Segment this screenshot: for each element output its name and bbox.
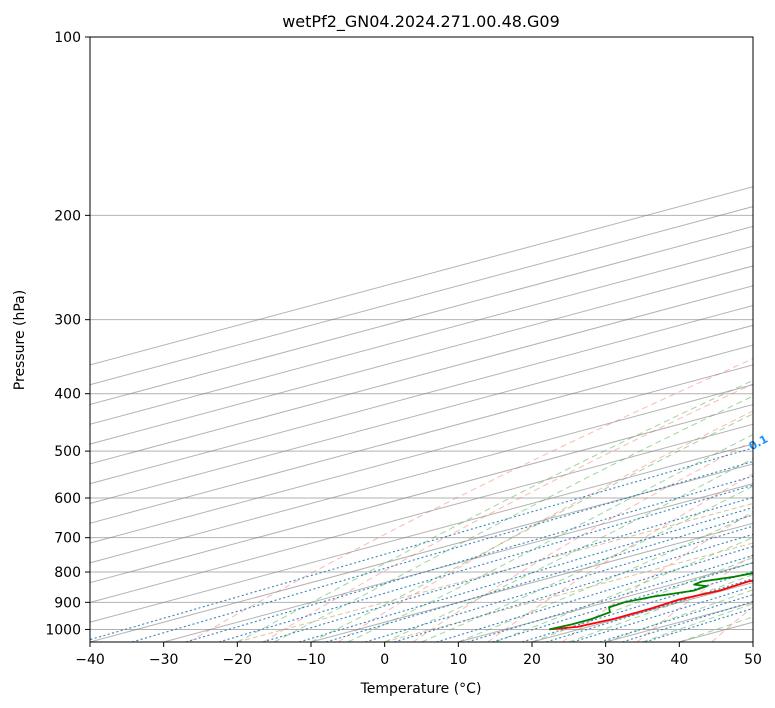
isotherm bbox=[90, 364, 753, 544]
x-tick-label: 30 bbox=[597, 652, 615, 668]
x-tick-label: −20 bbox=[223, 652, 253, 668]
y-tick-label: 300 bbox=[54, 313, 81, 329]
dewpoint-profile bbox=[549, 572, 753, 631]
y-tick-label: 100 bbox=[54, 30, 81, 46]
y-axis-label: Pressure (hPa) bbox=[12, 290, 28, 390]
isotherm bbox=[163, 483, 753, 642]
y-tick-label: 500 bbox=[54, 444, 81, 460]
isotherm bbox=[90, 225, 753, 406]
isotherm bbox=[90, 245, 753, 425]
mixing-ratio-line bbox=[262, 496, 753, 642]
mixing-ratio-line bbox=[365, 525, 753, 642]
moist-adiabat bbox=[421, 485, 753, 642]
dry-adiabat bbox=[337, 410, 753, 642]
plot-background bbox=[90, 37, 753, 642]
isotherm bbox=[310, 522, 753, 642]
y-tick-label: 200 bbox=[54, 208, 81, 224]
x-tick-label: 0 bbox=[380, 652, 389, 668]
isotherm bbox=[90, 384, 753, 564]
dry-adiabat bbox=[487, 473, 753, 642]
isotherm bbox=[237, 502, 753, 642]
plot-frame bbox=[89, 36, 754, 643]
x-tick-label: 50 bbox=[744, 652, 762, 668]
x-tick-label: 40 bbox=[670, 652, 688, 668]
x-tick-label: −40 bbox=[75, 652, 105, 668]
isotherm bbox=[90, 463, 753, 642]
mixing-ratio-line bbox=[299, 506, 753, 642]
y-tick-label: 700 bbox=[54, 531, 81, 547]
y-tick-label: 1000 bbox=[45, 622, 81, 638]
mixing-ratio-line bbox=[467, 554, 753, 642]
moist-adiabat bbox=[347, 433, 753, 642]
isotherm bbox=[90, 186, 753, 366]
isotherm bbox=[90, 206, 753, 386]
mixing-ratio-line bbox=[131, 460, 753, 642]
background-lines bbox=[90, 37, 753, 642]
isotherm bbox=[90, 403, 753, 584]
x-tick-label: 10 bbox=[449, 652, 467, 668]
x-tick-label: −30 bbox=[149, 652, 179, 668]
y-tick-label: 900 bbox=[54, 595, 81, 611]
x-tick-label: −10 bbox=[296, 652, 326, 668]
isotherm bbox=[90, 324, 753, 504]
mixing-ratio-line bbox=[325, 514, 753, 642]
x-axis-label: Temperature (°C) bbox=[360, 681, 482, 697]
profile-lines bbox=[549, 572, 753, 631]
y-tick-label: 400 bbox=[54, 387, 81, 403]
axes: −40 −30 −20 −10 0 10 20 30 40 50 100 200 300 400 500 60… bbox=[45, 30, 762, 668]
isotherm bbox=[90, 305, 753, 485]
moist-adiabat bbox=[384, 458, 753, 642]
isotherm bbox=[90, 265, 753, 445]
isotherm bbox=[752, 641, 753, 642]
mixing-ratio-line bbox=[394, 533, 753, 642]
x-tick-label: 20 bbox=[523, 652, 541, 668]
isotherm bbox=[90, 285, 753, 465]
chart-title: wetPf2_GN04.2024.271.00.48.G09 bbox=[282, 12, 560, 32]
dry-adiabat bbox=[263, 383, 753, 642]
moist-adiabat bbox=[237, 379, 753, 642]
mixing-ratio-line bbox=[436, 545, 753, 642]
y-tick-label: 600 bbox=[54, 491, 81, 507]
dry-adiabat bbox=[561, 510, 753, 642]
y-tick-label: 800 bbox=[54, 565, 81, 581]
isotherm bbox=[90, 443, 753, 623]
isotherm bbox=[90, 423, 753, 603]
